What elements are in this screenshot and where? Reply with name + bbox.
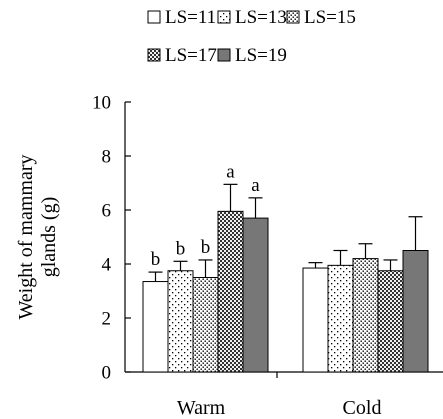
legend-label: LS=15 (304, 7, 356, 28)
bar (217, 210, 244, 373)
bar (302, 267, 329, 373)
legend-label: LS=13 (235, 7, 287, 28)
y-axis-label: Weight of mammary glands (g) (15, 154, 60, 319)
significance-letter: b (151, 249, 161, 270)
legend-swatch (147, 10, 161, 24)
y-axis-label-line: glands (g) (38, 197, 60, 278)
y-tick-label: 6 (102, 201, 112, 222)
legend-label: LS=17 (165, 45, 217, 66)
y-tick-label: 4 (102, 255, 112, 276)
significance-letter: b (176, 238, 186, 259)
y-axis-label-line: Weight of mammary (15, 154, 37, 319)
bar (402, 250, 429, 373)
legend-swatch (286, 10, 300, 24)
y-tick-label: 8 (102, 147, 112, 168)
bar (167, 270, 194, 373)
x-category-label: Cold (343, 397, 382, 419)
bar (327, 264, 354, 373)
y-tick-label: 2 (102, 309, 112, 330)
x-category-label: Warm (177, 397, 226, 419)
legend-swatch (217, 10, 231, 24)
bar (242, 217, 269, 373)
legend-label: LS=11 (165, 7, 216, 28)
significance-letter: a (226, 161, 235, 182)
legend-label: LS=19 (235, 45, 287, 66)
legend-swatch (147, 48, 161, 62)
bar (377, 270, 404, 373)
bar (192, 277, 219, 373)
significance-letter: a (251, 175, 260, 196)
y-tick-label: 0 (102, 363, 112, 384)
bar (352, 258, 379, 373)
legend-swatch (217, 48, 231, 62)
significance-letter: b (201, 237, 211, 258)
y-tick-label: 10 (92, 93, 111, 114)
legend: LS=11 LS=13 LS=15 LS=17 LS=19 (147, 7, 356, 66)
bar (142, 281, 169, 373)
